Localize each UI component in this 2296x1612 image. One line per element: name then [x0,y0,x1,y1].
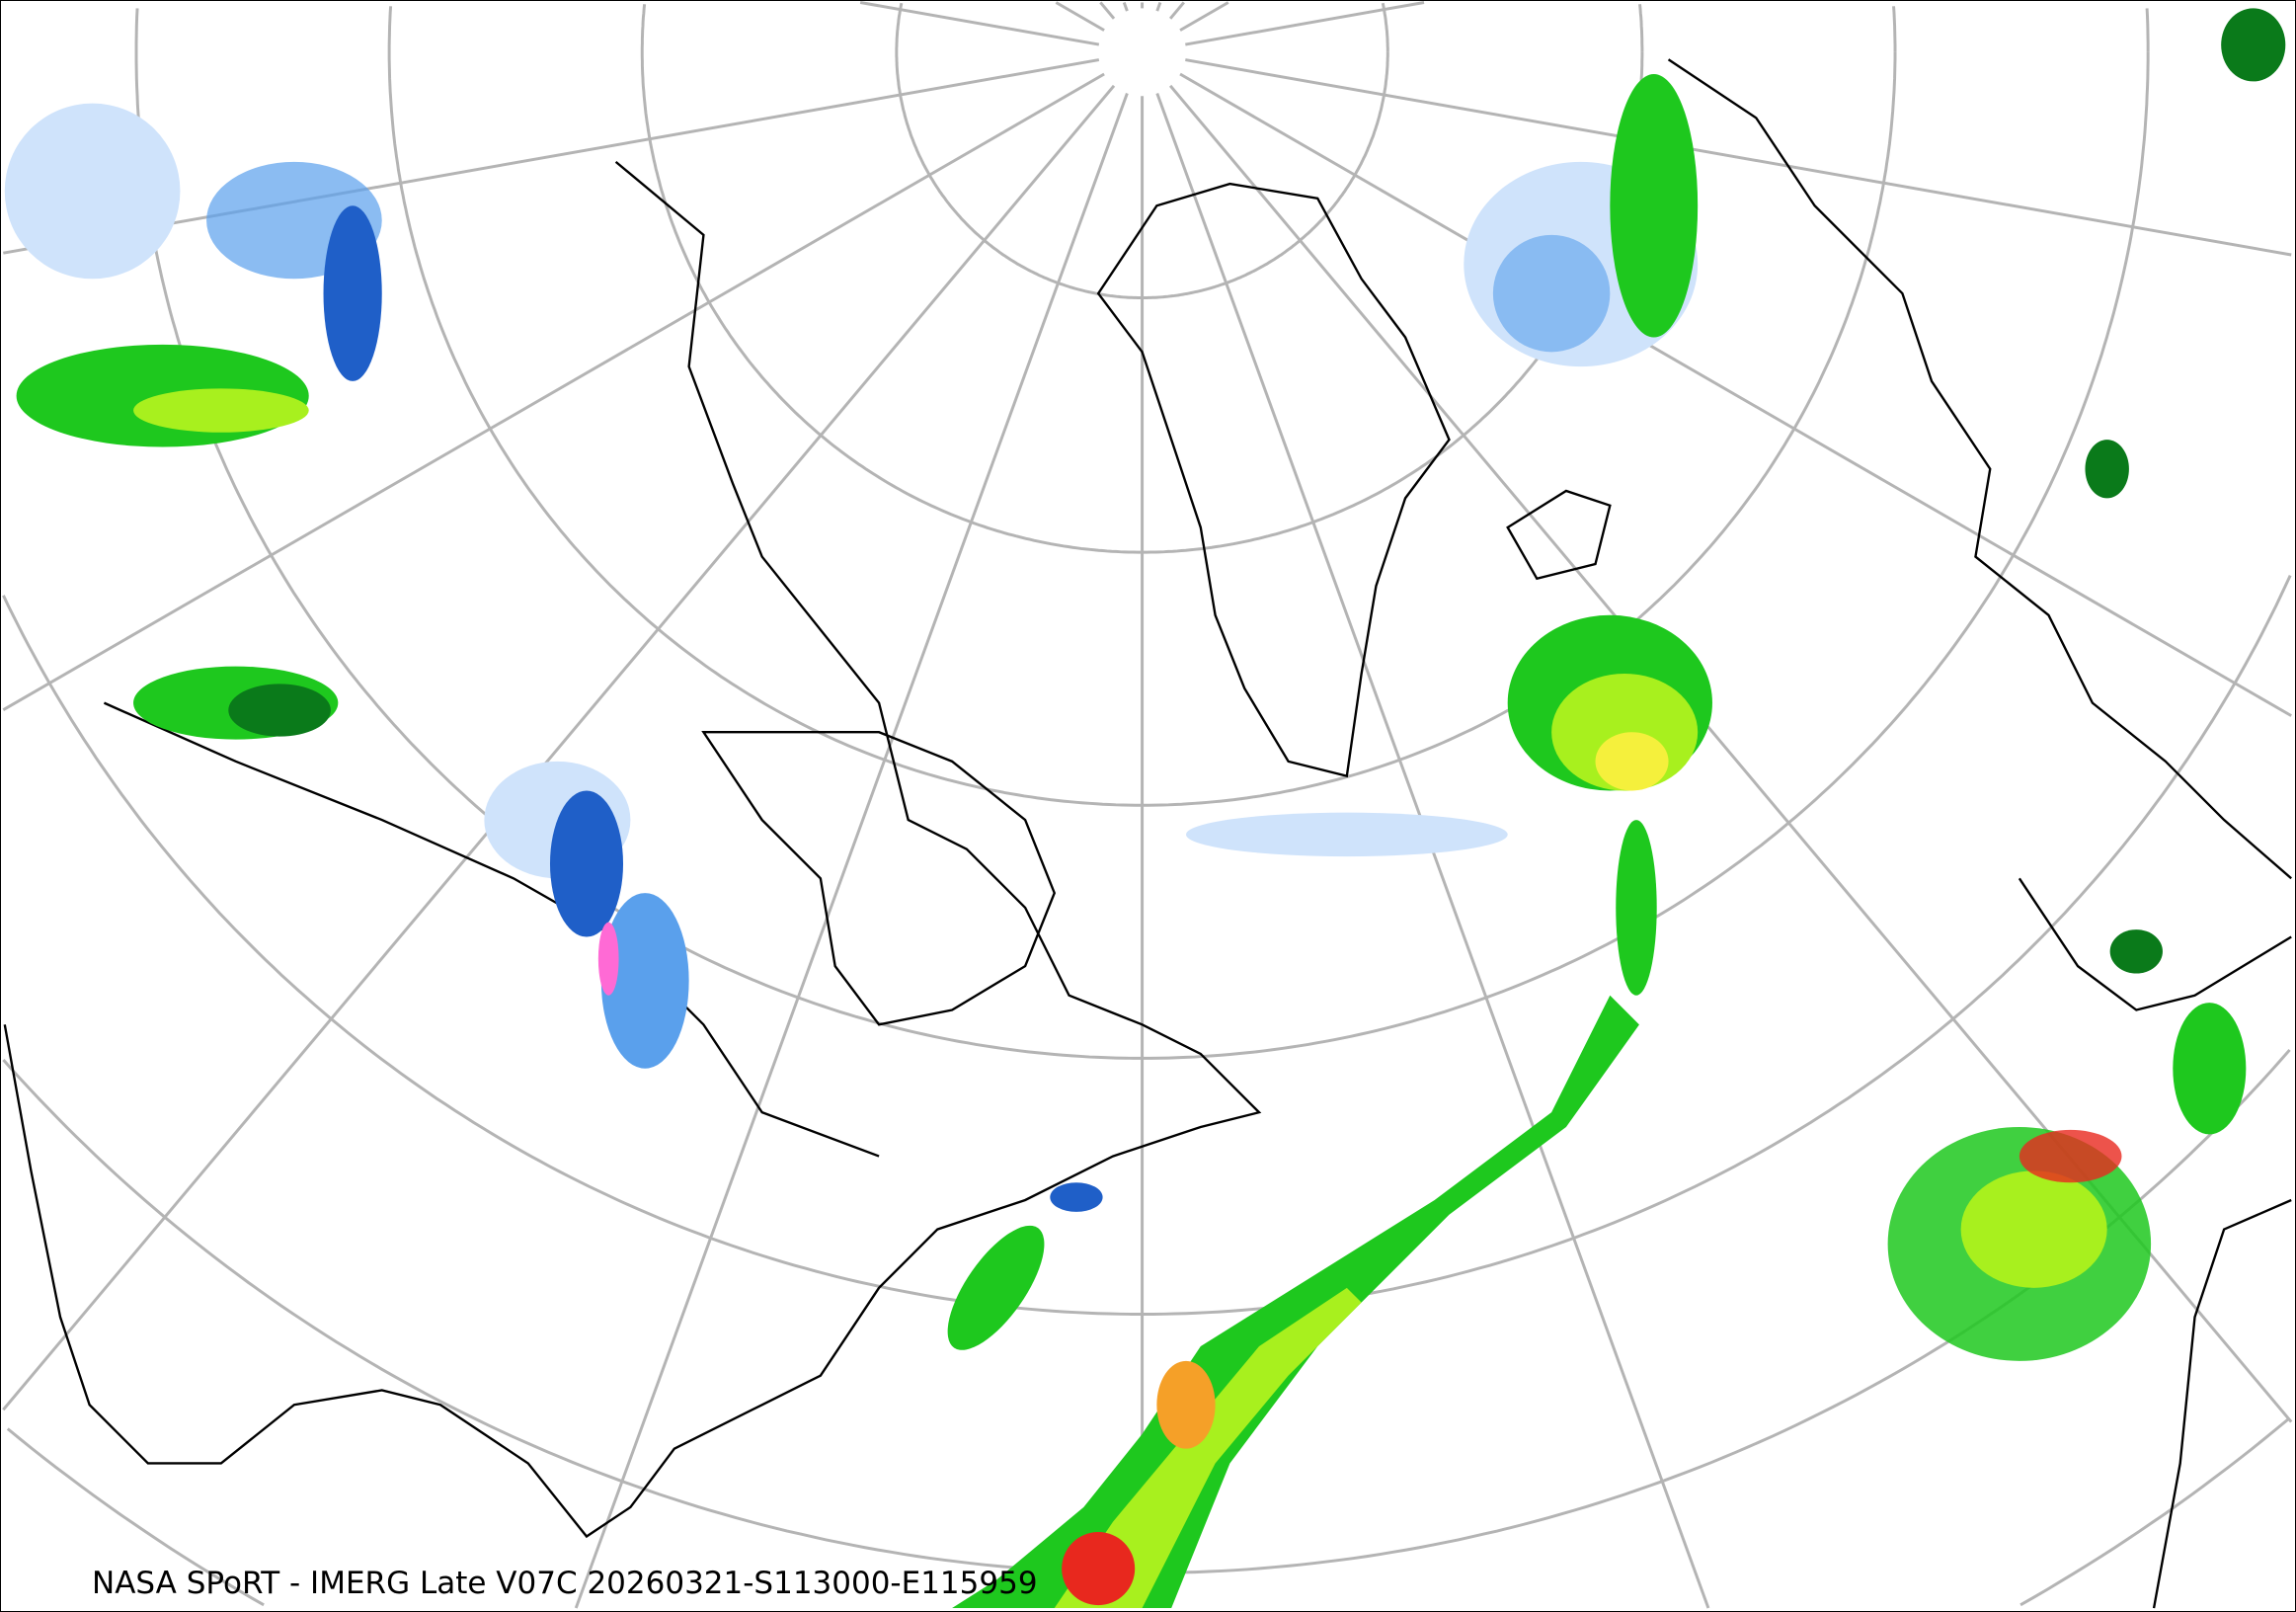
meridian-line [859,1,1100,46]
precip-red [2019,1129,2122,1183]
meridian-line [2,72,1105,711]
meridian-line [3,58,1100,255]
latitude-circle [387,6,1897,807]
precip-blue [1492,234,1611,353]
precip-dark-green [2221,8,2286,82]
precip-pink [597,922,619,996]
precip-green [1616,820,1657,996]
meridian-line [1099,1,1116,20]
north-america-coast [3,160,1262,1539]
precip-light-green [1960,1170,2107,1288]
latitude-circle [134,8,2150,1060]
us-canada-border [103,701,880,1158]
precipitation [4,8,2286,1609]
hudson-bay-coast [701,731,1057,1026]
meridian-line [1155,1,1162,12]
greenland-coast [1096,182,1451,778]
map-caption: NASA SPoRT - IMERG Late V07C 20260321-S1… [92,1566,1038,1601]
meridian-line [574,93,1129,1609]
precip-dark-green [2085,440,2129,499]
precip-green [1610,74,1699,338]
latitude-circle [1638,4,1644,52]
latitude-circle [895,2,1389,300]
precip-dark-blue [1050,1182,1103,1212]
meridian-line [1185,1,1425,46]
meridian-line [2,84,1116,1411]
europe-coast [1667,58,2293,880]
precip-green [2173,1003,2247,1135]
latitude-circle [6,1427,265,1607]
precip-orange [1156,1360,1216,1449]
latitude-circle [2,575,2292,1316]
precip-green [947,1225,1045,1350]
meridian-line [1185,58,2292,257]
precip-light-blue [4,103,181,280]
precip-blue [600,893,689,1069]
precip-dark-blue [549,790,624,937]
precip-dark-green [228,684,331,737]
precip-frontal-band-core [1054,1287,1362,1609]
meridian-line [1055,1,1105,32]
precip-red [1062,1532,1136,1606]
meridian-line [1122,1,1129,12]
meridian-line [1179,72,2292,717]
precip-dark-green [2109,929,2163,974]
precip-light-green [133,388,309,433]
meridian-line [1168,1,1185,20]
latitude-circle [1381,2,1389,52]
precip-frontal-band [952,995,1639,1609]
precip-yellow [1595,732,1669,791]
iceland-coast [1506,489,1612,581]
latitude-circle [2019,1417,2290,1607]
iberia-africa-coast [2018,877,2292,1609]
latitude-circle [2145,8,2150,52]
precip-light-blue [1185,812,1508,857]
latitude-circle [1892,6,1897,52]
precip-dark-blue [323,205,382,381]
meridian-line [1179,1,1229,32]
